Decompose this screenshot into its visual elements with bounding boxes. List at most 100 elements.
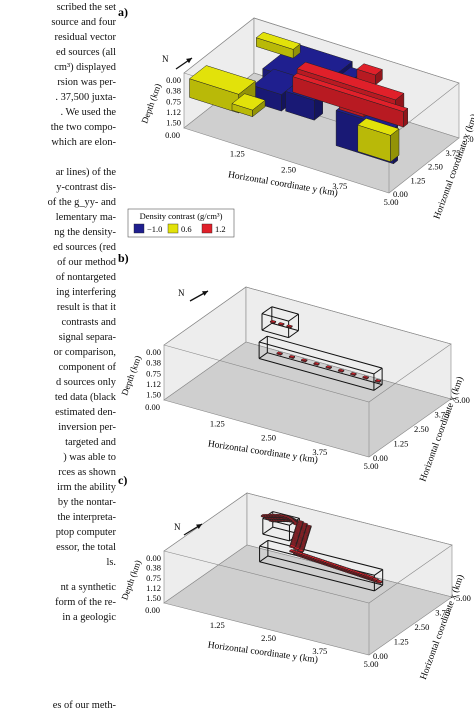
x-tick-label: 0.00 xyxy=(373,651,388,661)
text-line: ted data (black xyxy=(54,392,116,403)
depth-tick-label: 1.12 xyxy=(166,107,181,117)
y-tick-label: 0.00 xyxy=(145,402,160,412)
legend-frame xyxy=(127,208,235,238)
body-text-column: scribed the set source and four residual v… xyxy=(0,0,116,714)
depth-tick-label: 0.38 xyxy=(166,86,181,96)
text-line: estimated den- xyxy=(55,407,116,418)
y-tick-label: 1.25 xyxy=(210,620,225,630)
y-tick-label: 3.75 xyxy=(312,646,327,656)
x-tick-label: 2.50 xyxy=(414,424,429,434)
x-tick-label: 1.25 xyxy=(411,175,426,185)
top-outline xyxy=(163,286,452,403)
x-tick-label: 0.00 xyxy=(393,189,408,199)
text-line: . We used the xyxy=(60,107,116,118)
text-line: rces as shown xyxy=(58,467,116,478)
text-line: ar lines) of the xyxy=(55,167,116,178)
x-tick-label: 3.75 xyxy=(446,148,461,158)
top-outline xyxy=(163,492,453,604)
text-line: y-contrast dis- xyxy=(56,182,116,193)
depth-tick-label: 1.50 xyxy=(146,390,161,400)
inverted-prism xyxy=(325,365,333,370)
panel-label: c) xyxy=(118,473,127,487)
top-outline xyxy=(183,17,460,139)
text-line: inversion per- xyxy=(58,422,116,433)
inverted-prism xyxy=(374,378,382,384)
legend-item-label: 1.2 xyxy=(215,224,226,234)
text-line: lementary ma- xyxy=(55,212,116,223)
text-line: of nontargeted xyxy=(55,272,116,283)
text-line: scribed the set xyxy=(56,2,116,13)
depth-tick-label: 0.75 xyxy=(146,369,161,379)
text-line: . 37,500 juxta- xyxy=(55,92,116,103)
inverted-prism xyxy=(286,324,293,329)
floor-plane xyxy=(163,544,453,656)
legend-swatch xyxy=(167,223,179,234)
north-arrowhead-icon xyxy=(202,291,208,296)
source-block-yellow xyxy=(255,31,301,59)
legend-title: Density contrast (g/cm³) xyxy=(140,211,223,221)
text-line: the interpreta- xyxy=(57,512,116,523)
text-line: nt a synthetic xyxy=(60,582,116,593)
text-line: cm³) displayed xyxy=(54,62,116,73)
inverted-prism xyxy=(288,355,296,360)
depth-tick-label: 0.38 xyxy=(146,358,161,368)
text-line: ) was able to xyxy=(63,452,116,463)
x-tick-label: 2.50 xyxy=(428,162,443,172)
depth-tick-label: 1.50 xyxy=(166,118,181,128)
legend-swatch xyxy=(133,223,145,234)
inverted-prism xyxy=(269,319,277,324)
x-tick-label: 1.25 xyxy=(394,439,409,449)
text-line: ed sources (red xyxy=(53,242,116,253)
depth-tick-label: 1.12 xyxy=(146,379,161,389)
text-line: d sources only xyxy=(55,377,116,388)
text-line: ed sources (all xyxy=(55,47,116,58)
panel-label: b) xyxy=(118,251,129,265)
text-line: result is that it xyxy=(56,302,116,313)
text-line: by the nontar- xyxy=(57,497,116,508)
y-tick-label: 2.50 xyxy=(261,633,276,643)
y-tick-label: 5.00 xyxy=(364,461,379,471)
y-tick-label: 1.25 xyxy=(210,418,225,428)
legend-item-label: 0.6 xyxy=(181,224,192,234)
y-tick-label: 0.00 xyxy=(145,605,160,615)
text-line: or comparison, xyxy=(53,347,116,358)
north-label: N xyxy=(178,288,185,298)
depth-tick-label: 0.00 xyxy=(146,347,161,357)
y-tick-label: 2.50 xyxy=(281,165,296,175)
source-block-red xyxy=(356,63,383,86)
inverted-prism xyxy=(337,368,345,373)
depth-tick-label: 1.12 xyxy=(146,583,161,593)
density-legend: Density contrast (g/cm³) −1.0 0.6 1.2 xyxy=(127,208,235,238)
text-line: in a geologic xyxy=(62,612,116,623)
text-line: component of xyxy=(58,362,116,373)
y-tick-label: 3.75 xyxy=(312,447,327,457)
text-line: ing interfering xyxy=(56,287,116,298)
y-tick-label: 5.00 xyxy=(384,197,399,207)
target-wireframe xyxy=(258,335,383,391)
text-line: ls. xyxy=(106,557,116,568)
x-tick-label: 2.50 xyxy=(415,622,430,632)
text-line: of the g_yy- and xyxy=(47,197,116,208)
inverted-prism xyxy=(300,358,308,363)
y-tick-label: 0.00 xyxy=(165,130,180,140)
inverted-prism xyxy=(367,575,376,580)
legend-item-label: −1.0 xyxy=(147,224,162,234)
text-line: signal separa- xyxy=(58,332,116,343)
inverted-prism xyxy=(375,579,384,584)
y-tick-label: 5.00 xyxy=(364,659,379,669)
depth-tick-label: 0.38 xyxy=(146,563,161,573)
source-block-yellow xyxy=(231,93,266,118)
y-tick-label: 1.25 xyxy=(230,148,245,158)
floor-plane xyxy=(163,341,452,458)
inverted-prism xyxy=(349,372,357,377)
x-tick-label: 5.00 xyxy=(456,593,471,603)
text-line: es of our meth- xyxy=(52,700,116,711)
y-tick-label: 2.50 xyxy=(261,433,276,443)
text-line: residual vector xyxy=(54,32,116,43)
north-arrowhead-icon xyxy=(186,58,192,64)
x-tick-label: 3.75 xyxy=(435,608,450,618)
